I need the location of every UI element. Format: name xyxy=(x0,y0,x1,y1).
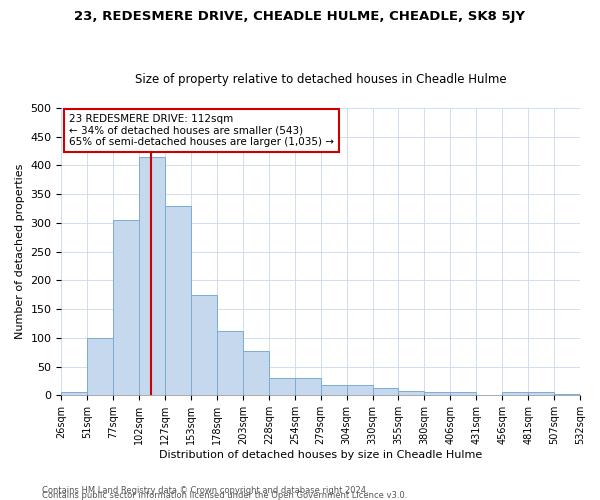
Bar xyxy=(502,392,528,396)
Bar xyxy=(191,295,217,396)
Bar xyxy=(424,392,451,396)
Bar xyxy=(61,392,88,396)
Bar xyxy=(165,206,191,396)
X-axis label: Distribution of detached houses by size in Cheadle Hulme: Distribution of detached houses by size … xyxy=(159,450,482,460)
Bar xyxy=(217,331,243,396)
Bar xyxy=(373,388,398,396)
Bar xyxy=(295,378,321,396)
Y-axis label: Number of detached properties: Number of detached properties xyxy=(15,164,25,340)
Bar xyxy=(554,394,580,396)
Bar xyxy=(398,392,424,396)
Text: 23, REDESMERE DRIVE, CHEADLE HULME, CHEADLE, SK8 5JY: 23, REDESMERE DRIVE, CHEADLE HULME, CHEA… xyxy=(74,10,526,23)
Bar xyxy=(139,157,165,396)
Title: Size of property relative to detached houses in Cheadle Hulme: Size of property relative to detached ho… xyxy=(135,73,506,86)
Text: Contains public sector information licensed under the Open Government Licence v3: Contains public sector information licen… xyxy=(42,490,407,500)
Bar xyxy=(88,338,113,396)
Bar xyxy=(113,220,139,396)
Text: Contains HM Land Registry data © Crown copyright and database right 2024.: Contains HM Land Registry data © Crown c… xyxy=(42,486,368,495)
Bar xyxy=(243,351,269,396)
Bar xyxy=(269,378,295,396)
Bar xyxy=(347,385,373,396)
Text: 23 REDESMERE DRIVE: 112sqm
← 34% of detached houses are smaller (543)
65% of sem: 23 REDESMERE DRIVE: 112sqm ← 34% of deta… xyxy=(69,114,334,147)
Bar xyxy=(451,392,476,396)
Bar xyxy=(528,392,554,396)
Bar xyxy=(321,385,347,396)
